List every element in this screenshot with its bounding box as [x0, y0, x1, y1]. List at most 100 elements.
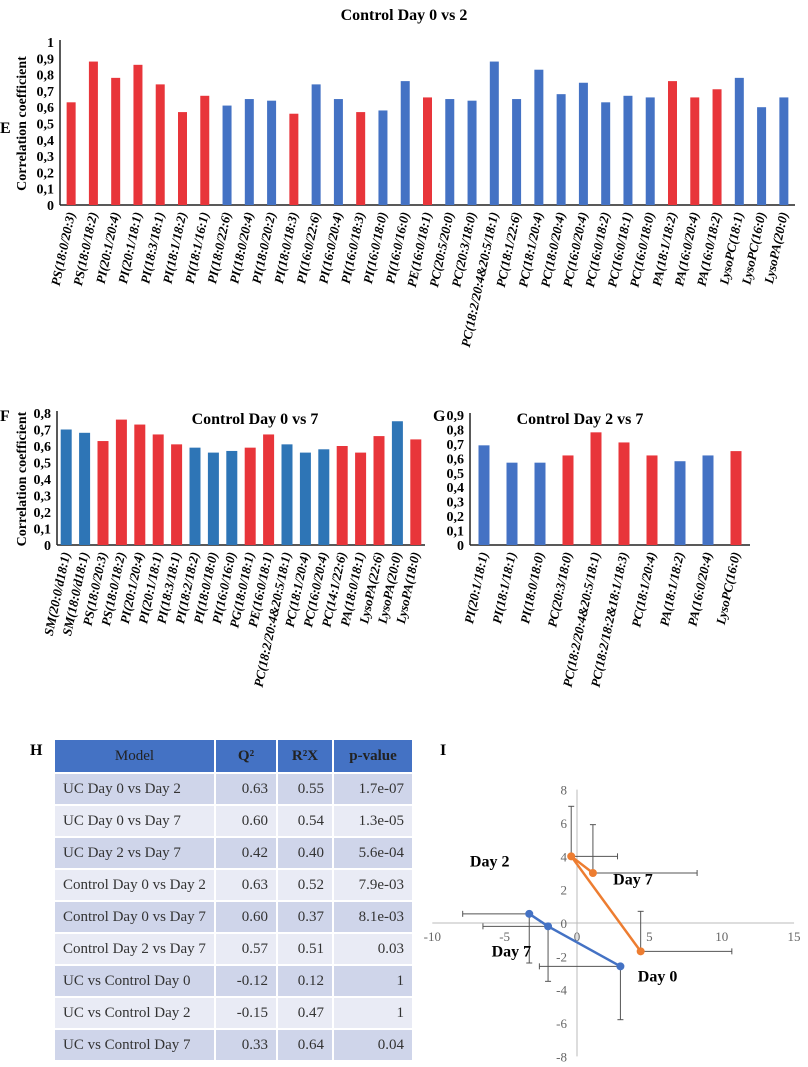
value-cell: 0.60: [216, 902, 276, 932]
y-tick-label: 0: [47, 199, 54, 214]
value-cell: 1.7e-07: [334, 774, 412, 804]
value-cell: 1: [334, 998, 412, 1028]
model-name-cell: UC vs Control Day 7: [55, 1030, 214, 1060]
y-tick-label: 0,7: [37, 85, 55, 100]
y-tick-label: 0,2: [447, 510, 465, 525]
bar: [189, 447, 201, 545]
x-tick-label: PI(18:1/18:1): [489, 551, 519, 625]
y-tick-label: 0: [44, 539, 51, 554]
point-annotation: Day 7: [492, 943, 532, 960]
y-tick-label: 0,8: [34, 407, 52, 422]
bar: [263, 434, 275, 545]
value-cell: 0.37: [278, 902, 332, 932]
panel-label-h: H: [30, 742, 43, 759]
bar: [311, 84, 321, 205]
value-cell: 0.64: [278, 1030, 332, 1060]
bar: [97, 441, 109, 545]
y-tick-label: 0,4: [447, 481, 465, 496]
bar-chart-control-day2-vs-7: Control Day 2 vs 7 00,10,20,30,40,50,60,7…: [447, 409, 750, 689]
bar-chart-control-day0-vs-7: Control Day 0 vs 7 00,1 0,20,3 0,40,5 0,60,7…: [15, 407, 425, 689]
x-tick-label: PC(20:3/18:0): [544, 551, 575, 629]
value-cell: 0.51: [278, 934, 332, 964]
x-tick-label: 5: [646, 929, 653, 944]
column-header: Q²: [216, 740, 276, 772]
bar: [207, 452, 219, 545]
x-tick-label: 15: [788, 929, 801, 944]
y-tick-label: 0,6: [34, 440, 52, 455]
value-cell: 8.1e-03: [334, 902, 412, 932]
bar: [601, 102, 611, 205]
bar: [506, 462, 518, 545]
table-row: UC Day 2 vs Day 7 0.42 0.40 5.6e-04: [55, 838, 412, 868]
y-tick-label: 0,9: [37, 52, 55, 67]
value-cell: 0.12: [278, 966, 332, 996]
table-row: Control Day 0 vs Day 2 0.63 0.52 7.9e-03: [55, 870, 412, 900]
value-cell: 1: [334, 966, 412, 996]
column-header: Model: [55, 740, 214, 772]
bar: [712, 89, 722, 205]
bar: [489, 61, 499, 206]
table-row: UC Day 0 vs Day 2 0.63 0.55 1.7e-07: [55, 774, 412, 804]
value-cell: 0.63: [216, 870, 276, 900]
bar: [645, 97, 655, 205]
y-tick-label: -2: [556, 949, 567, 964]
y-tick-label: 0,3: [447, 496, 465, 511]
table-row: UC vs Control Day 0 -0.12 0.12 1: [55, 966, 412, 996]
y-tick-label: 0,5: [34, 457, 52, 472]
model-name-cell: UC Day 0 vs Day 7: [55, 806, 214, 836]
y-axis-label: Correlation coefficient: [15, 56, 30, 191]
value-cell: 0.03: [334, 934, 412, 964]
bar: [244, 99, 254, 205]
bar: [779, 97, 789, 205]
bar: [152, 434, 164, 545]
data-point: [544, 922, 553, 931]
bar: [423, 97, 432, 205]
bar: [88, 61, 98, 206]
model-name-cell: UC vs Control Day 2: [55, 998, 214, 1028]
panel-label-g: G: [433, 408, 446, 425]
data-point: [525, 909, 534, 918]
x-tick-label: -10: [424, 929, 441, 944]
bar: [226, 450, 238, 545]
bar: [281, 444, 293, 545]
bar: [512, 99, 522, 205]
y-tick-label: 0,2: [34, 506, 52, 521]
data-point: [616, 962, 625, 971]
model-statistics-table: Model Q² R²X p-value UC Day 0 vs Day 2 0.…: [53, 738, 414, 1062]
y-tick-label: 0,5: [37, 118, 55, 133]
table-row: Control Day 0 vs Day 7 0.60 0.37 8.1e-03: [55, 902, 412, 932]
y-tick-label: 0,8: [37, 69, 55, 84]
value-cell: 0.63: [216, 774, 276, 804]
bar: [467, 100, 477, 205]
value-cell: 0.55: [278, 774, 332, 804]
y-tick-label: 0,4: [34, 473, 52, 488]
point-annotation: Day 0: [638, 968, 678, 985]
value-cell: 5.6e-04: [334, 838, 412, 868]
bar: [200, 95, 210, 205]
model-name-cell: Control Day 0 vs Day 7: [55, 902, 214, 932]
y-tick-label: 0,1: [447, 525, 465, 540]
panel-label-e: E: [0, 120, 11, 137]
value-cell: 0.60: [216, 806, 276, 836]
bar: [60, 429, 72, 545]
bar: [391, 421, 403, 545]
model-name-cell: UC Day 0 vs Day 2: [55, 774, 214, 804]
table-row: UC vs Control Day 7 0.33 0.64 0.04: [55, 1030, 412, 1060]
x-tick-label: -5: [499, 929, 510, 944]
x-tick-label: LysoPC(16:0): [713, 551, 743, 627]
point-annotation: Day 7: [613, 872, 653, 889]
x-tick-label: PA(16:0/20:4): [685, 551, 715, 628]
bar: [562, 455, 574, 545]
bar: [590, 432, 602, 545]
y-tick-label: 2: [561, 883, 568, 898]
value-cell: -0.12: [216, 966, 276, 996]
y-tick-label: 0,1: [37, 183, 55, 198]
y-tick-label: 8: [561, 783, 568, 798]
y-tick-label: -8: [556, 1049, 567, 1064]
bar-chart-control-day0-vs-2: Control Day 0 vs 2 00,1 0,20,30,40,5 0,60,7…: [15, 7, 795, 349]
bar: [623, 95, 633, 205]
data-point: [567, 852, 576, 861]
model-name-cell: UC Day 2 vs Day 7: [55, 838, 214, 868]
y-tick-label: 0,9: [447, 409, 465, 424]
y-tick-label: 0,7: [34, 424, 52, 439]
